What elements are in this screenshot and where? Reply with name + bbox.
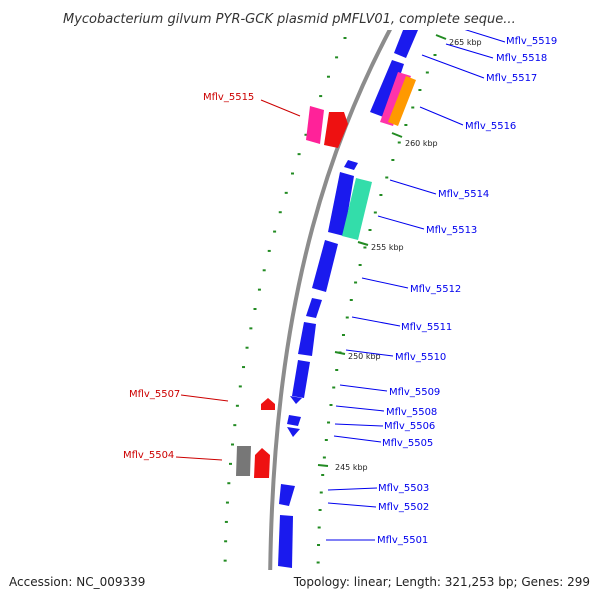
gene-label[interactable]: Mflv_5519: [506, 36, 557, 47]
gene-block[interactable]: [278, 578, 292, 600]
forward-strand-genes: [278, 25, 418, 600]
gene-label[interactable]: Mflv_5506: [384, 421, 435, 432]
gene-block[interactable]: [306, 106, 324, 144]
gene-block[interactable]: [278, 515, 293, 568]
gene-block[interactable]: [344, 160, 358, 170]
gene-label[interactable]: Mflv_5513: [426, 225, 477, 236]
gene-block[interactable]: [394, 25, 418, 58]
gene-block[interactable]: [370, 60, 404, 118]
gene-label[interactable]: Mflv_5504: [123, 450, 174, 461]
gene-block[interactable]: [328, 172, 354, 236]
gene-label[interactable]: Mflv_5511: [401, 322, 452, 333]
gene-label[interactable]: Mflv_5514: [438, 189, 489, 200]
gene-block[interactable]: [388, 76, 416, 126]
gene-block[interactable]: [312, 240, 338, 292]
label-leader-lines: [175, 30, 506, 541]
gene-label[interactable]: Mflv_5505: [382, 438, 433, 449]
scale-ticks: [317, 34, 447, 467]
gene-label[interactable]: Mflv_5507: [129, 389, 180, 400]
tick-label: 255 kbp: [371, 243, 404, 252]
gene-label[interactable]: Mflv_5502: [378, 502, 429, 513]
page-title: Mycobacterium gilvum PYR-GCK plasmid pMF…: [63, 12, 516, 27]
gene-block[interactable]: [254, 448, 270, 478]
gene-label[interactable]: Mflv_5509: [389, 387, 440, 398]
outer-dotted-ring: [223, 37, 347, 562]
gene-label[interactable]: Mflv_5510: [395, 352, 446, 363]
gene-block[interactable]: [287, 415, 301, 426]
accession-text: Accession: NC_009339: [9, 575, 145, 589]
gene-block[interactable]: [287, 427, 300, 437]
gene-label[interactable]: Mflv_5512: [410, 284, 461, 295]
gene-label[interactable]: Mflv_5517: [486, 73, 537, 84]
gene-block[interactable]: [292, 360, 310, 398]
tick-label: 250 kbp: [348, 352, 381, 361]
inner-dotted-ring: [316, 54, 437, 564]
gene-block[interactable]: [279, 484, 295, 506]
gene-block[interactable]: [342, 178, 372, 240]
gene-block[interactable]: [236, 446, 251, 476]
gene-block[interactable]: [324, 112, 348, 148]
reverse-strand-genes: [236, 106, 348, 478]
gene-block[interactable]: [290, 396, 302, 404]
gene-label[interactable]: Mflv_5518: [496, 53, 547, 64]
tick-label: 260 kbp: [405, 139, 438, 148]
topology-summary: Topology: linear; Length: 321,253 bp; Ge…: [293, 575, 590, 589]
gene-block[interactable]: [298, 322, 316, 356]
gene-label[interactable]: Mflv_5503: [378, 483, 429, 494]
gene-block[interactable]: [261, 398, 275, 410]
gene-label[interactable]: Mflv_5501: [377, 535, 428, 546]
gene-label[interactable]: Mflv_5515: [203, 92, 254, 103]
gene-block[interactable]: [306, 298, 322, 318]
backbone-arc: [268, 30, 392, 570]
tick-label: 245 kbp: [335, 463, 368, 472]
gene-label[interactable]: Mflv_5516: [465, 121, 516, 132]
gene-label[interactable]: Mflv_5508: [386, 407, 437, 418]
tick-label: 265 kbp: [449, 38, 482, 47]
